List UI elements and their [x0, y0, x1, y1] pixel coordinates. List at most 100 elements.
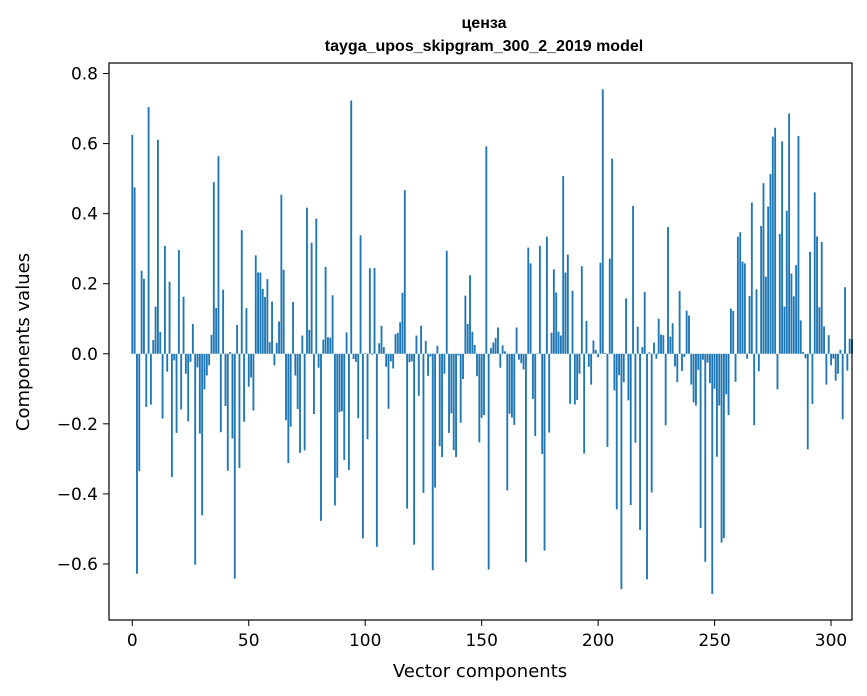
bar-234 [676, 353, 679, 383]
bar-243 [697, 353, 700, 370]
bar-237 [683, 353, 686, 357]
bar-104 [373, 267, 376, 354]
bar-149 [478, 353, 481, 443]
bar-216 [634, 353, 637, 443]
bar-63 [278, 321, 280, 354]
bar-53 [254, 255, 257, 354]
bar-11 [156, 139, 159, 354]
bar-87 [334, 353, 336, 506]
bar-287 [799, 320, 802, 354]
bar-106 [378, 343, 381, 354]
bar-78 [313, 353, 315, 415]
bar-114 [396, 332, 399, 354]
bar-142 [462, 353, 464, 379]
bar-21 [180, 353, 183, 410]
bar-105 [375, 353, 378, 547]
bar-223 [650, 353, 653, 493]
bar-284 [792, 296, 795, 354]
bar-103 [371, 353, 374, 355]
bar-126 [424, 340, 427, 354]
bar-132 [438, 353, 441, 447]
bar-49 [245, 308, 248, 354]
bar-153 [487, 353, 490, 570]
bar-151 [483, 353, 485, 416]
bar-156 [494, 338, 497, 354]
bar-290 [806, 353, 809, 450]
bar-88 [336, 353, 339, 478]
y-tick-label: 0.4 [71, 205, 98, 225]
bar-281 [785, 210, 788, 354]
bar-278 [778, 233, 781, 354]
bar-239 [688, 315, 690, 354]
bar-192 [578, 353, 581, 374]
bar-77 [310, 242, 313, 354]
bar-136 [448, 353, 450, 433]
bar-130 [434, 353, 437, 488]
bar-232 [671, 323, 674, 354]
bar-194 [583, 353, 586, 454]
bar-80 [317, 353, 320, 368]
bar-166 [518, 353, 520, 360]
bar-288 [802, 352, 805, 354]
bar-18 [173, 353, 176, 361]
bar-229 [664, 353, 667, 426]
bar-167 [520, 353, 523, 364]
bar-10 [154, 306, 157, 354]
bar-242 [695, 353, 697, 406]
bar-74 [303, 353, 306, 451]
bar-154 [490, 348, 492, 354]
bar-84 [327, 337, 329, 354]
bar-304 [839, 349, 842, 354]
bar-226 [657, 318, 660, 354]
bar-210 [620, 353, 623, 590]
bar-218 [639, 353, 641, 530]
bar-302 [834, 353, 837, 381]
y-tick-label: 0.2 [71, 275, 98, 295]
bar-41 [226, 353, 229, 471]
bar-102 [368, 268, 371, 354]
bar-43 [231, 353, 234, 439]
bar-308 [848, 338, 851, 354]
bar-172 [531, 353, 534, 399]
bar-54 [257, 272, 259, 354]
bar-140 [457, 353, 460, 356]
bar-164 [513, 353, 516, 425]
bar-94 [350, 100, 353, 354]
bar-236 [681, 353, 683, 371]
bar-59 [268, 342, 271, 354]
bar-5 [143, 278, 145, 354]
bar-274 [769, 174, 772, 354]
bar-275 [771, 136, 774, 354]
bar-16 [168, 281, 171, 354]
bar-133 [441, 353, 443, 458]
bar-180 [550, 332, 553, 354]
bar-258 [732, 311, 735, 354]
bar-39 [222, 289, 225, 354]
bar-68 [289, 353, 292, 427]
bar-204 [606, 353, 609, 447]
bar-186 [564, 272, 567, 354]
bar-124 [420, 325, 423, 354]
bar-165 [515, 327, 518, 354]
bar-73 [301, 335, 304, 354]
bar-36 [215, 307, 218, 354]
bar-201 [599, 262, 602, 354]
bar-91 [343, 353, 346, 460]
plot-frame [108, 62, 853, 621]
bar-51 [250, 353, 253, 378]
bar-96 [354, 353, 357, 362]
bar-257 [729, 308, 732, 354]
bar-188 [569, 353, 572, 404]
y-tick-label: 0.8 [71, 65, 98, 85]
bar-series [131, 89, 853, 595]
bar-253 [720, 353, 723, 543]
bar-295 [818, 307, 821, 354]
bar-233 [674, 353, 676, 367]
bar-299 [827, 335, 830, 354]
bar-147 [473, 345, 476, 354]
bar-83 [324, 266, 327, 354]
bar-259 [734, 353, 737, 382]
bar-181 [552, 269, 555, 354]
bar-61 [273, 353, 276, 366]
bar-143 [464, 295, 467, 354]
